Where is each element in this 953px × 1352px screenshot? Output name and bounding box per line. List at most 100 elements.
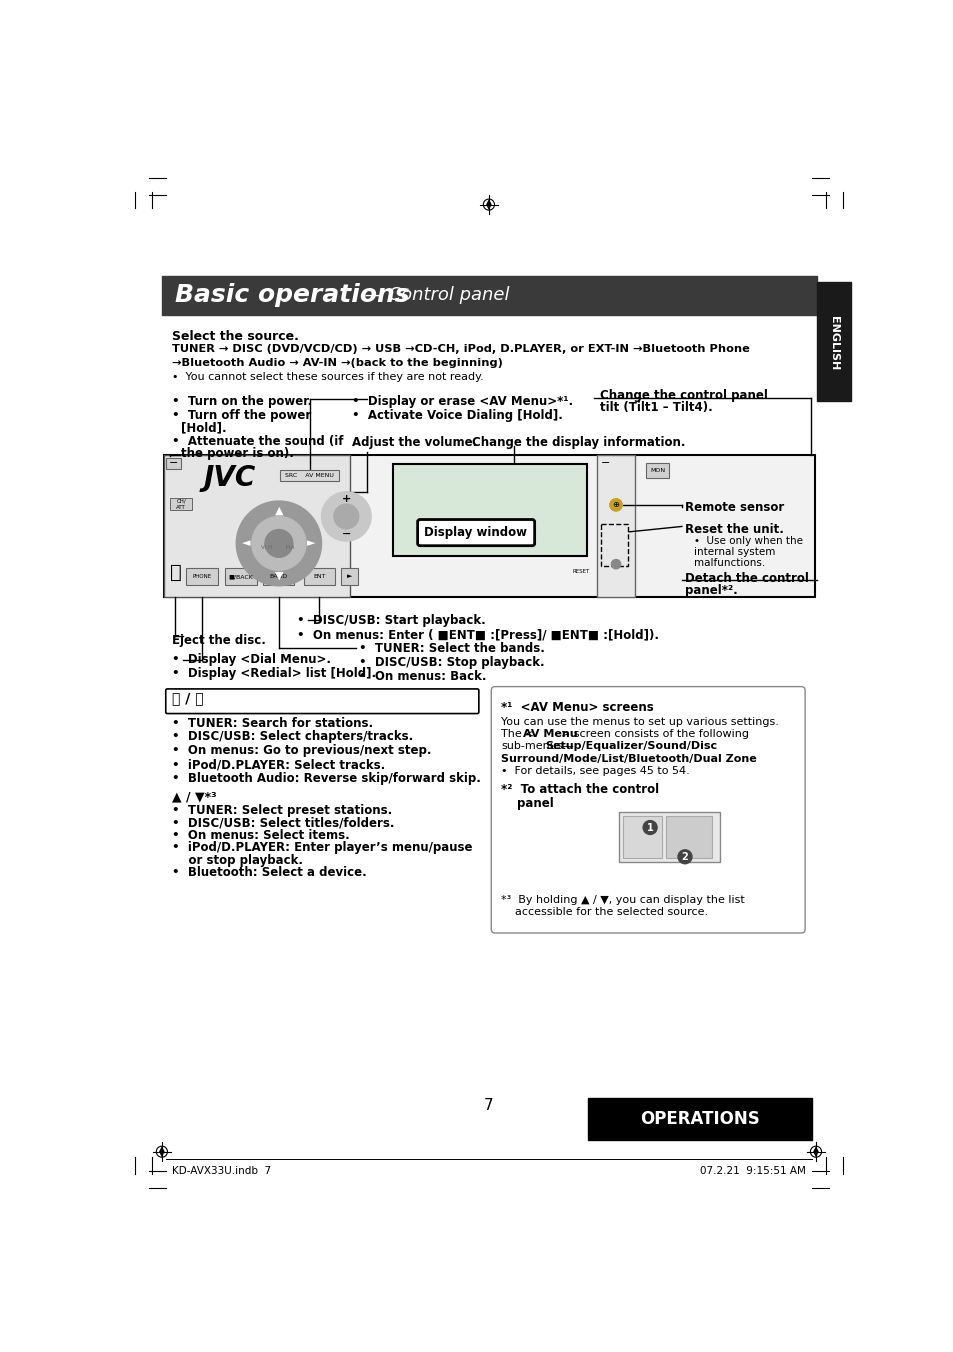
Text: ENT: ENT <box>313 575 325 579</box>
Text: JVC: JVC <box>204 464 256 492</box>
Text: or stop playback.: or stop playback. <box>172 853 303 867</box>
Text: Remote sensor: Remote sensor <box>684 502 783 514</box>
Text: 07.2.21  9:15:51 AM: 07.2.21 9:15:51 AM <box>700 1165 805 1175</box>
Circle shape <box>265 530 293 557</box>
Text: ►: ► <box>346 573 352 580</box>
Text: Surround/Mode/List/Bluetooth/Dual Zone: Surround/Mode/List/Bluetooth/Dual Zone <box>500 753 757 764</box>
Text: Basic operations: Basic operations <box>174 284 409 307</box>
Text: BAND: BAND <box>270 575 288 579</box>
Circle shape <box>609 499 621 511</box>
Text: ▲ / ▼*³: ▲ / ▼*³ <box>172 791 216 803</box>
Text: ►: ► <box>307 538 315 549</box>
Bar <box>224 568 257 585</box>
Text: H.A: H.A <box>286 545 295 550</box>
Bar <box>596 454 635 598</box>
Bar <box>393 464 586 557</box>
Circle shape <box>678 850 691 864</box>
Text: ⤒: ⤒ <box>171 564 182 583</box>
Text: •  Activate Voice Dialing [Hold].: • Activate Voice Dialing [Hold]. <box>352 408 562 422</box>
Text: Change the control panel: Change the control panel <box>599 388 767 402</box>
Text: panel*².: panel*². <box>684 584 737 598</box>
Text: ■/BACK: ■/BACK <box>229 575 253 579</box>
Polygon shape <box>486 199 491 210</box>
Text: V.I.H: V.I.H <box>261 545 274 550</box>
Text: •  DISC/USB: Start playback.: • DISC/USB: Start playback. <box>297 614 486 627</box>
Text: panel: panel <box>517 796 553 810</box>
Text: •  Bluetooth: Select a device.: • Bluetooth: Select a device. <box>172 867 366 879</box>
Polygon shape <box>812 1146 818 1157</box>
Bar <box>618 813 720 863</box>
Text: ENGLISH: ENGLISH <box>828 316 838 370</box>
Text: You can use the menus to set up various settings.: You can use the menus to set up various … <box>500 717 779 726</box>
Text: •  Display <Dial Menu>.: • Display <Dial Menu>. <box>172 653 331 667</box>
Text: internal system: internal system <box>694 548 775 557</box>
Text: Setup/Equalizer/Sound/Disc: Setup/Equalizer/Sound/Disc <box>545 741 717 752</box>
Bar <box>164 454 815 598</box>
Text: −: − <box>600 458 610 468</box>
Text: accessible for the selected source.: accessible for the selected source. <box>500 907 708 917</box>
Text: ◄: ◄ <box>242 538 251 549</box>
Text: Reset the unit.: Reset the unit. <box>684 523 783 535</box>
Text: OPERATIONS: OPERATIONS <box>639 1110 760 1128</box>
Text: KD-AVX33U.indb  7: KD-AVX33U.indb 7 <box>172 1165 271 1175</box>
Bar <box>303 568 335 585</box>
FancyBboxPatch shape <box>491 687 804 933</box>
Text: .: . <box>696 753 700 764</box>
Text: •  iPod/D.PLAYER: Enter player’s menu/pause: • iPod/D.PLAYER: Enter player’s menu/pau… <box>172 841 472 854</box>
Text: •  TUNER: Select the bands.: • TUNER: Select the bands. <box>359 642 545 654</box>
Text: •  On menus: Select items.: • On menus: Select items. <box>172 829 350 842</box>
Text: ▲: ▲ <box>274 506 283 516</box>
Text: •  On menus: Go to previous/next step.: • On menus: Go to previous/next step. <box>172 745 431 757</box>
Text: tilt (Tilt1 – Tilt4).: tilt (Tilt1 – Tilt4). <box>599 402 712 414</box>
Text: 1: 1 <box>646 822 653 833</box>
Text: •  Turn off the power: • Turn off the power <box>172 408 311 422</box>
Bar <box>162 276 816 315</box>
Text: •  Bluetooth Audio: Reverse skip/forward skip.: • Bluetooth Audio: Reverse skip/forward … <box>172 772 480 786</box>
Text: −: − <box>341 529 351 538</box>
Text: PHONE: PHONE <box>193 575 212 579</box>
Text: •  DISC/USB: Stop playback.: • DISC/USB: Stop playback. <box>359 656 544 669</box>
Text: −: − <box>169 458 178 468</box>
Circle shape <box>334 504 358 529</box>
Bar <box>598 458 613 469</box>
Text: [Hold].: [Hold]. <box>181 420 227 434</box>
Text: •  Display <Redial> list [Hold].: • Display <Redial> list [Hold]. <box>172 668 375 680</box>
Text: *³  By holding ▲ / ▼, you can display the list: *³ By holding ▲ / ▼, you can display the… <box>500 895 744 904</box>
Text: ▼: ▼ <box>274 571 283 581</box>
Polygon shape <box>159 1146 165 1157</box>
Text: sub-menus—: sub-menus— <box>500 741 574 752</box>
Text: •  You cannot select these sources if they are not ready.: • You cannot select these sources if the… <box>172 372 483 383</box>
Bar <box>164 454 350 598</box>
Text: Change the display information.: Change the display information. <box>472 437 684 449</box>
Bar <box>816 281 850 402</box>
Text: Eject the disc.: Eject the disc. <box>172 634 266 648</box>
Text: +: + <box>341 495 351 504</box>
Bar <box>599 525 627 566</box>
Text: •  On menus: Back.: • On menus: Back. <box>359 669 486 683</box>
Circle shape <box>321 492 371 541</box>
Bar <box>587 1098 811 1140</box>
Text: AV Menu: AV Menu <box>522 729 578 740</box>
Text: CH/
ATT: CH/ ATT <box>176 499 186 510</box>
Text: •  For details, see pages 45 to 54.: • For details, see pages 45 to 54. <box>500 767 689 776</box>
Text: *²  To attach the control: *² To attach the control <box>500 783 659 796</box>
Bar <box>665 817 711 859</box>
Circle shape <box>236 502 321 585</box>
Text: The <: The < <box>500 729 535 740</box>
Text: •  DISC/USB: Select titles/folders.: • DISC/USB: Select titles/folders. <box>172 817 394 830</box>
Text: malfunctions.: malfunctions. <box>694 558 764 568</box>
Bar <box>186 568 218 585</box>
Circle shape <box>297 575 302 579</box>
Text: *¹  <AV Menu> screens: *¹ <AV Menu> screens <box>500 702 654 714</box>
Text: •  Use only when the: • Use only when the <box>694 535 802 546</box>
Bar <box>645 462 669 479</box>
Circle shape <box>611 560 620 569</box>
Text: •  Display or erase <AV Menu>*¹.: • Display or erase <AV Menu>*¹. <box>352 395 572 408</box>
Text: MON: MON <box>650 468 665 473</box>
Text: TUNER → DISC (DVD/VCD/CD) → USB →CD-CH, iPod, D.PLAYER, or EXT-IN →Bluetooth Pho: TUNER → DISC (DVD/VCD/CD) → USB →CD-CH, … <box>172 343 749 354</box>
Text: •  iPod/D.PLAYER: Select tracks.: • iPod/D.PLAYER: Select tracks. <box>172 758 385 771</box>
Text: •  Attenuate the sound (if: • Attenuate the sound (if <box>172 435 343 448</box>
Bar <box>622 817 661 859</box>
Text: 7: 7 <box>483 1098 494 1113</box>
Circle shape <box>252 516 306 571</box>
